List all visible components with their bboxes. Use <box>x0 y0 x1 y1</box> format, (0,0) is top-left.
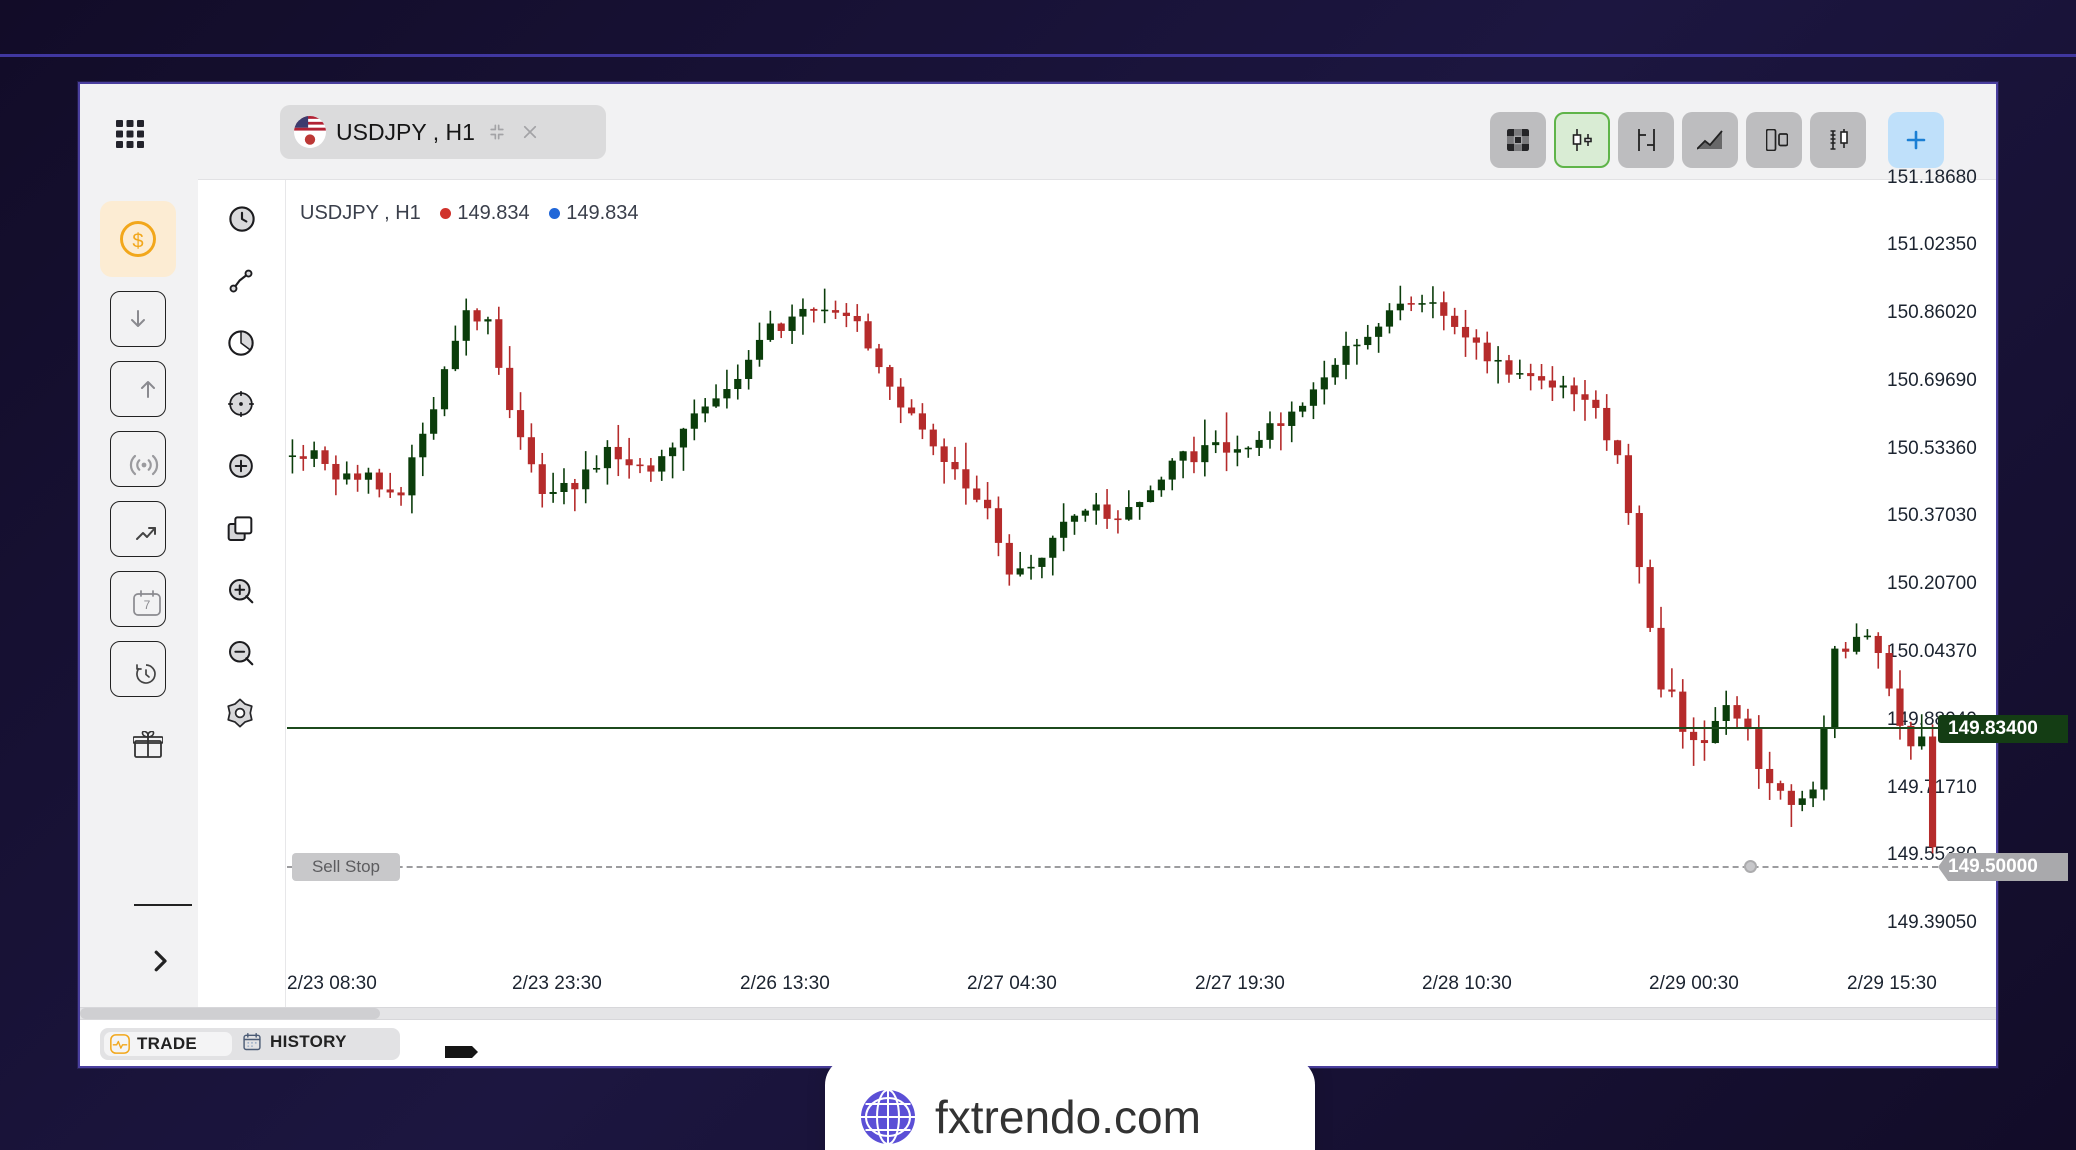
svg-text:$: $ <box>132 230 143 252</box>
svg-text:7: 7 <box>144 598 151 612</box>
